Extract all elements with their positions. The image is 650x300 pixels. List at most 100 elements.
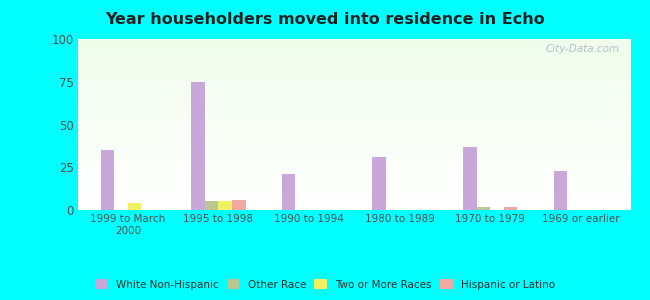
Bar (78, 104, 630, 105)
Bar (78, 128, 630, 129)
Bar (78, 193, 630, 194)
Bar (78, 98, 630, 99)
Bar (78, 135, 630, 136)
Bar (78, 75, 630, 76)
Bar (78, 149, 630, 150)
Bar (78, 94, 630, 95)
Bar (78, 54, 630, 55)
Bar (78, 182, 630, 183)
Bar (78, 64, 630, 65)
Bar (78, 186, 630, 187)
Bar (78, 199, 630, 200)
Bar (78, 136, 630, 137)
Bar (78, 180, 630, 181)
Bar (78, 47, 630, 48)
Bar (78, 113, 630, 114)
Bar (78, 76, 630, 77)
Bar (78, 101, 630, 102)
Bar (78, 108, 630, 109)
Bar (78, 56, 630, 57)
Bar (78, 78, 630, 79)
Bar (78, 197, 630, 198)
Bar (78, 134, 630, 135)
Bar (78, 208, 630, 209)
Bar (78, 50, 630, 51)
Bar (78, 81, 630, 82)
Bar (78, 160, 630, 161)
Bar (78, 72, 630, 73)
Bar (78, 60, 630, 61)
Bar (78, 42, 630, 43)
Bar (78, 118, 630, 119)
Bar (78, 161, 630, 162)
Bar (78, 39, 630, 40)
Bar (78, 92, 630, 93)
Bar (78, 40, 630, 41)
Text: Year householders moved into residence in Echo: Year householders moved into residence i… (105, 12, 545, 27)
Bar (78, 83, 630, 84)
Bar (78, 143, 630, 144)
Bar (78, 48, 630, 49)
Bar (78, 58, 630, 59)
Bar (78, 159, 630, 160)
Bar (78, 110, 630, 111)
Bar (78, 176, 630, 177)
Bar (372, 157, 386, 210)
Bar (78, 57, 630, 58)
Bar (78, 133, 630, 134)
Bar (78, 99, 630, 100)
Bar (78, 148, 630, 149)
Bar (78, 142, 630, 143)
Bar (78, 62, 630, 63)
Bar (78, 177, 630, 178)
Bar (78, 145, 630, 146)
Bar (78, 68, 630, 69)
Bar (128, 203, 142, 210)
Bar (78, 130, 630, 131)
Bar (78, 196, 630, 197)
Bar (78, 93, 630, 94)
Bar (78, 168, 630, 169)
Bar (78, 87, 630, 88)
Bar (78, 204, 630, 205)
Bar (78, 79, 630, 80)
Bar (78, 102, 630, 103)
Bar (78, 170, 630, 171)
Bar (78, 172, 630, 173)
Bar (78, 80, 630, 81)
Bar (78, 127, 630, 128)
Bar (78, 169, 630, 170)
Legend: White Non-Hispanic, Other Race, Two or More Races, Hispanic or Latino: White Non-Hispanic, Other Race, Two or M… (93, 278, 557, 292)
Bar (78, 141, 630, 142)
Bar (78, 95, 630, 96)
Bar (78, 131, 630, 132)
Bar (78, 122, 630, 123)
Bar (78, 151, 630, 152)
Bar (78, 52, 630, 53)
Bar (78, 65, 630, 66)
Bar (78, 209, 630, 210)
Bar (78, 63, 630, 64)
Text: City-Data.com: City-Data.com (545, 44, 619, 54)
Bar (78, 69, 630, 70)
Bar (78, 103, 630, 104)
Bar (78, 174, 630, 175)
Bar (78, 45, 630, 46)
Bar (78, 106, 630, 107)
Bar (78, 206, 630, 207)
Bar (78, 71, 630, 72)
Bar (78, 129, 630, 130)
Bar (78, 119, 630, 120)
Bar (78, 188, 630, 189)
Bar (78, 100, 630, 101)
Bar (78, 70, 630, 71)
Bar (101, 150, 114, 210)
Bar (78, 184, 630, 185)
Bar (78, 117, 630, 118)
Bar (205, 202, 218, 210)
Bar (78, 90, 630, 91)
Bar (78, 158, 630, 159)
Bar (78, 51, 630, 52)
Bar (78, 179, 630, 180)
Bar (78, 152, 630, 153)
